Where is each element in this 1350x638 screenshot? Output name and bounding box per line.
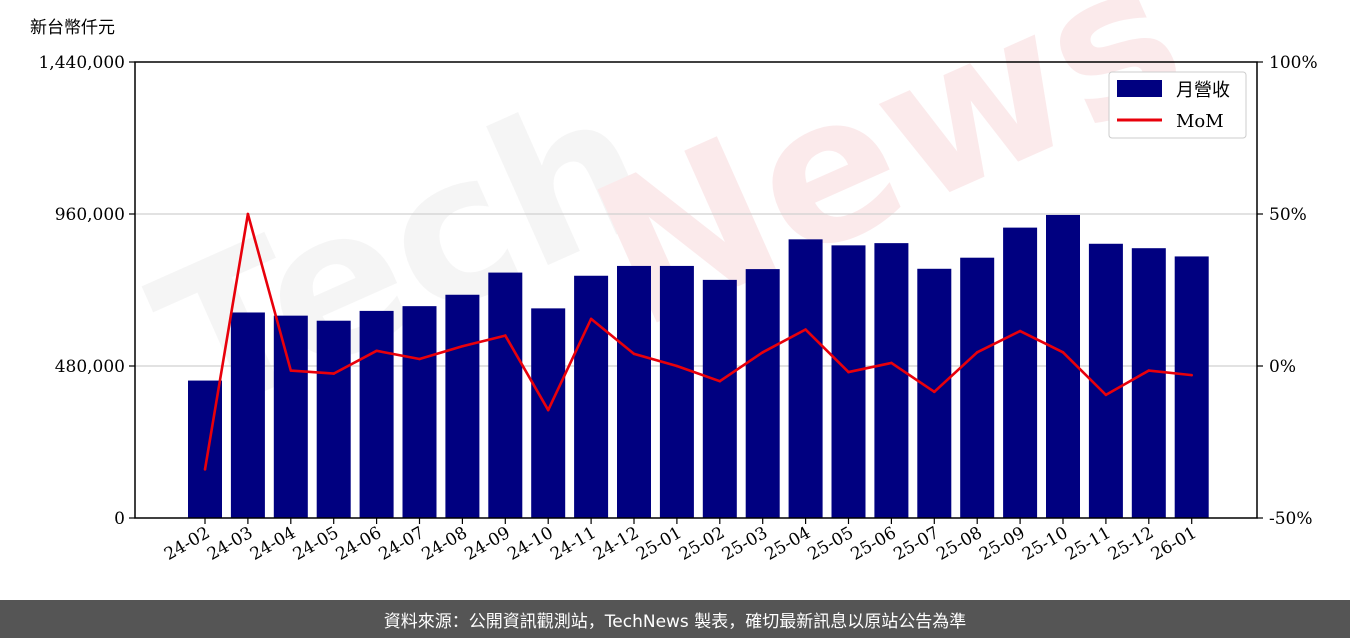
x-tick-label: 26-01 [1148, 523, 1200, 565]
x-tick-label: 25-09 [976, 523, 1028, 565]
mom-point-25-09 [1018, 329, 1022, 333]
mom-point-25-11 [1104, 393, 1108, 397]
x-tick-label: 24-09 [461, 523, 513, 565]
left-tick-label: 1,440,000 [38, 53, 125, 73]
source-footer: 資料來源：公開資訊觀測站，TechNews 製表，確切最新訊息以原站公告為準 [0, 600, 1350, 638]
left-tick-label: 480,000 [55, 357, 125, 377]
bar-25-01 [659, 265, 694, 518]
left-y-axis: 0 480,000 960,000 1,440,000 [38, 53, 135, 529]
mom-point-25-08 [975, 351, 979, 354]
bar-24-04 [273, 315, 308, 518]
mom-point-25-06 [890, 361, 893, 365]
bar-25-04 [788, 239, 823, 519]
mom-point-24-05 [332, 372, 336, 375]
mom-point-26-01 [1190, 373, 1193, 377]
legend-label-revenue: 月營收 [1176, 80, 1230, 101]
bar-24-03 [230, 312, 265, 518]
mom-line [203, 212, 1192, 470]
right-y-axis: -50% 0% 50% 100% [1257, 53, 1318, 529]
mom-point-24-03 [246, 212, 250, 216]
y-axis-unit-label: 新台幣仟元 [30, 18, 115, 38]
x-tick-label: 24-03 [204, 523, 256, 565]
bar-24-10 [531, 308, 566, 518]
mom-point-25-01 [675, 364, 679, 368]
bar-24-12 [617, 265, 651, 518]
bar-24-11 [574, 275, 609, 518]
x-tick-label: 24-10 [504, 523, 556, 565]
bar-24-05 [316, 320, 351, 518]
bar-25-10 [1046, 214, 1080, 518]
bar-25-07 [917, 268, 952, 518]
x-tick-label: 25-03 [719, 523, 771, 565]
right-tick-label: 50% [1269, 205, 1307, 225]
mom-point-24-12 [632, 352, 636, 356]
mom-point-24-02 [203, 468, 207, 471]
mom-point-25-07 [933, 390, 936, 394]
mom-line-series [203, 212, 1193, 471]
mom-point-24-06 [375, 349, 378, 353]
bar-25-11 [1088, 243, 1123, 518]
bar-24-07 [402, 306, 437, 518]
right-tick-label: 0% [1269, 357, 1296, 377]
x-tick-label: 25-12 [1105, 523, 1157, 565]
x-tick-label: 24-05 [290, 523, 342, 565]
right-tick-label: 100% [1269, 53, 1318, 73]
x-tick-label: 25-08 [933, 523, 985, 565]
bar-24-08 [445, 294, 480, 518]
x-tick-label: 25-07 [890, 523, 942, 565]
mom-point-25-12 [1147, 369, 1151, 372]
bar-25-03 [745, 269, 780, 518]
mom-point-24-11 [589, 317, 593, 321]
bar-25-08 [960, 257, 995, 518]
left-tick-label: 960,000 [55, 205, 125, 225]
x-tick-label: 24-02 [161, 523, 213, 565]
bar-25-05 [831, 245, 866, 518]
mom-point-25-02 [718, 379, 722, 383]
x-tick-label: 24-12 [590, 523, 642, 565]
x-tick-label: 25-01 [633, 523, 685, 565]
left-tick-label: 0 [114, 509, 125, 529]
legend-swatch-revenue [1117, 80, 1162, 97]
plot-frame [134, 61, 1258, 519]
x-tick-label: 25-11 [1062, 523, 1114, 565]
mom-point-24-08 [461, 344, 464, 348]
x-tick-label: 25-06 [847, 523, 899, 565]
x-tick-label: 25-05 [805, 523, 857, 565]
bar-25-06 [874, 243, 909, 518]
legend-label-mom: MoM [1176, 111, 1224, 132]
x-tick-label: 24-06 [333, 523, 385, 565]
revenue-chart: 新台幣仟元 Tech News 0480,000960,0001,440,000… [30, 0, 1318, 565]
bar-24-09 [488, 272, 523, 518]
bar-25-09 [1003, 227, 1038, 518]
mom-point-24-04 [289, 369, 293, 372]
mom-point-25-03 [761, 351, 764, 354]
x-tick-label: 24-11 [547, 523, 599, 565]
mom-point-25-10 [1061, 351, 1065, 354]
mom-point-25-04 [804, 328, 807, 331]
bar-25-12 [1131, 248, 1166, 518]
x-tick-label: 24-08 [418, 523, 470, 565]
right-tick-label: -50% [1269, 509, 1313, 529]
bar-series [188, 214, 1209, 519]
x-tick-label: 25-10 [1019, 523, 1071, 565]
x-tick-label: 25-04 [762, 523, 814, 565]
mom-point-24-09 [504, 334, 507, 337]
x-tick-label: 24-07 [376, 523, 428, 565]
x-tick-label: 24-04 [247, 523, 299, 565]
legend: 月營收 MoM [1108, 71, 1247, 139]
mom-point-24-07 [418, 357, 421, 361]
mom-point-25-05 [847, 370, 850, 374]
bar-24-06 [359, 310, 394, 518]
mom-point-24-10 [546, 408, 550, 412]
bar-26-01 [1174, 256, 1209, 518]
bar-25-02 [702, 279, 737, 518]
x-tick-label: 25-02 [676, 523, 728, 565]
x-axis: 24-0224-0324-0424-0524-0624-0724-0824-09… [161, 518, 1200, 565]
